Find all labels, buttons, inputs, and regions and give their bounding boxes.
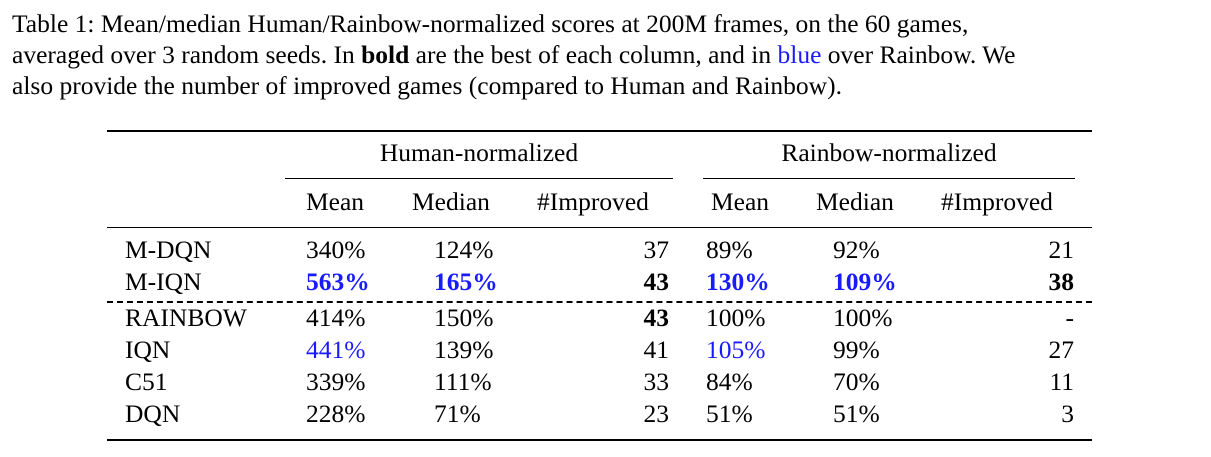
table-cell: 100% — [833, 303, 893, 332]
row-method-name: RAINBOW — [125, 303, 247, 332]
results-table: Human-normalized Rainbow-normalized Mean… — [107, 130, 1092, 442]
table-cell: - — [1065, 303, 1075, 332]
col-header-rainbow-improved: #Improved — [941, 187, 1053, 216]
table-cell: 92% — [833, 235, 880, 264]
col-header-human-improved: #Improved — [537, 187, 649, 216]
caption-line-3: also provide the number of improved game… — [12, 71, 842, 100]
table-row: M-IQN 563% 165% 43 130% 109% 38 — [107, 266, 1092, 298]
row-method-name: M-DQN — [125, 235, 212, 264]
table-cell: 89% — [706, 235, 753, 264]
table-cell: 27 — [1048, 335, 1075, 364]
row-method-name: IQN — [125, 335, 171, 364]
table-row: IQN 441% 139% 41 105% 99% 27 — [107, 334, 1092, 366]
table-cell: 11 — [1049, 367, 1074, 396]
group-rule-rainbow — [703, 178, 1075, 179]
table-cell: 43 — [643, 267, 670, 296]
table-row: M-DQN 340% 124% 37 89% 92% 21 — [107, 234, 1092, 266]
table-header-rule — [107, 227, 1092, 228]
table-cell: 339% — [306, 367, 366, 396]
table-row: RAINBOW 414% 150% 43 100% 100% - — [107, 302, 1092, 334]
table-cell: 41 — [643, 335, 670, 364]
table-dashed-separator — [107, 301, 1092, 303]
col-header-rainbow-median: Median — [816, 187, 894, 216]
caption-line-1: Table 1: Mean/median Human/Rainbow-norma… — [12, 9, 969, 38]
table-cell: 21 — [1048, 235, 1075, 264]
table-cell: 111% — [434, 367, 492, 396]
caption-line-2: averaged over 3 random seeds. In bold ar… — [12, 39, 1202, 70]
table-cell: 43 — [643, 303, 670, 332]
table-cell: 3 — [1061, 399, 1074, 428]
group-header-rainbow: Rainbow-normalized — [781, 138, 997, 167]
table-cell: 150% — [434, 303, 494, 332]
table-cell: 130% — [706, 267, 770, 296]
row-method-name: M-IQN — [125, 267, 202, 296]
table-cell: 414% — [306, 303, 366, 332]
table-cell: 84% — [706, 367, 753, 396]
table-cell: 340% — [306, 235, 366, 264]
table-caption: Table 1: Mean/median Human/Rainbow-norma… — [12, 8, 1202, 101]
table-cell: 109% — [833, 267, 897, 296]
caption-line-2-end: over Rainbow. We — [821, 40, 1016, 69]
table-cell: 70% — [833, 367, 880, 396]
row-method-name: DQN — [125, 399, 181, 428]
caption-blue-word: blue — [777, 40, 822, 69]
group-rule-human — [285, 178, 673, 179]
table-cell: 23 — [643, 399, 670, 428]
table-cell: 100% — [706, 303, 766, 332]
table-cell: 228% — [306, 399, 366, 428]
caption-line-2-middle: are the best of each column, and in — [409, 40, 778, 69]
table-cell: 33 — [643, 367, 670, 396]
col-header-human-mean: Mean — [306, 187, 365, 216]
table-cell: 51% — [706, 399, 753, 428]
caption-line-2-start: averaged over 3 random seeds. In — [12, 40, 362, 69]
table-cell: 37 — [643, 235, 670, 264]
table-row: C51 339% 111% 33 84% 70% 11 — [107, 366, 1092, 398]
table-cell: 71% — [434, 399, 481, 428]
col-header-rainbow-mean: Mean — [711, 187, 770, 216]
table-cell: 165% — [434, 267, 498, 296]
table-top-rule — [107, 130, 1092, 132]
table-cell: 105% — [706, 335, 766, 364]
table-cell: 441% — [306, 335, 366, 364]
table-cell: 139% — [434, 335, 494, 364]
table-bottom-rule — [107, 439, 1092, 441]
row-method-name: C51 — [125, 367, 168, 396]
group-header-human: Human-normalized — [379, 138, 579, 167]
col-header-human-median: Median — [412, 187, 490, 216]
table-cell: 99% — [833, 335, 880, 364]
table-cell: 124% — [434, 235, 494, 264]
table-cell: 51% — [833, 399, 880, 428]
table-cell: 38 — [1048, 267, 1075, 296]
table-cell: 563% — [306, 267, 370, 296]
table-row: DQN 228% 71% 23 51% 51% 3 — [107, 398, 1092, 430]
caption-bold-word: bold — [361, 40, 410, 69]
